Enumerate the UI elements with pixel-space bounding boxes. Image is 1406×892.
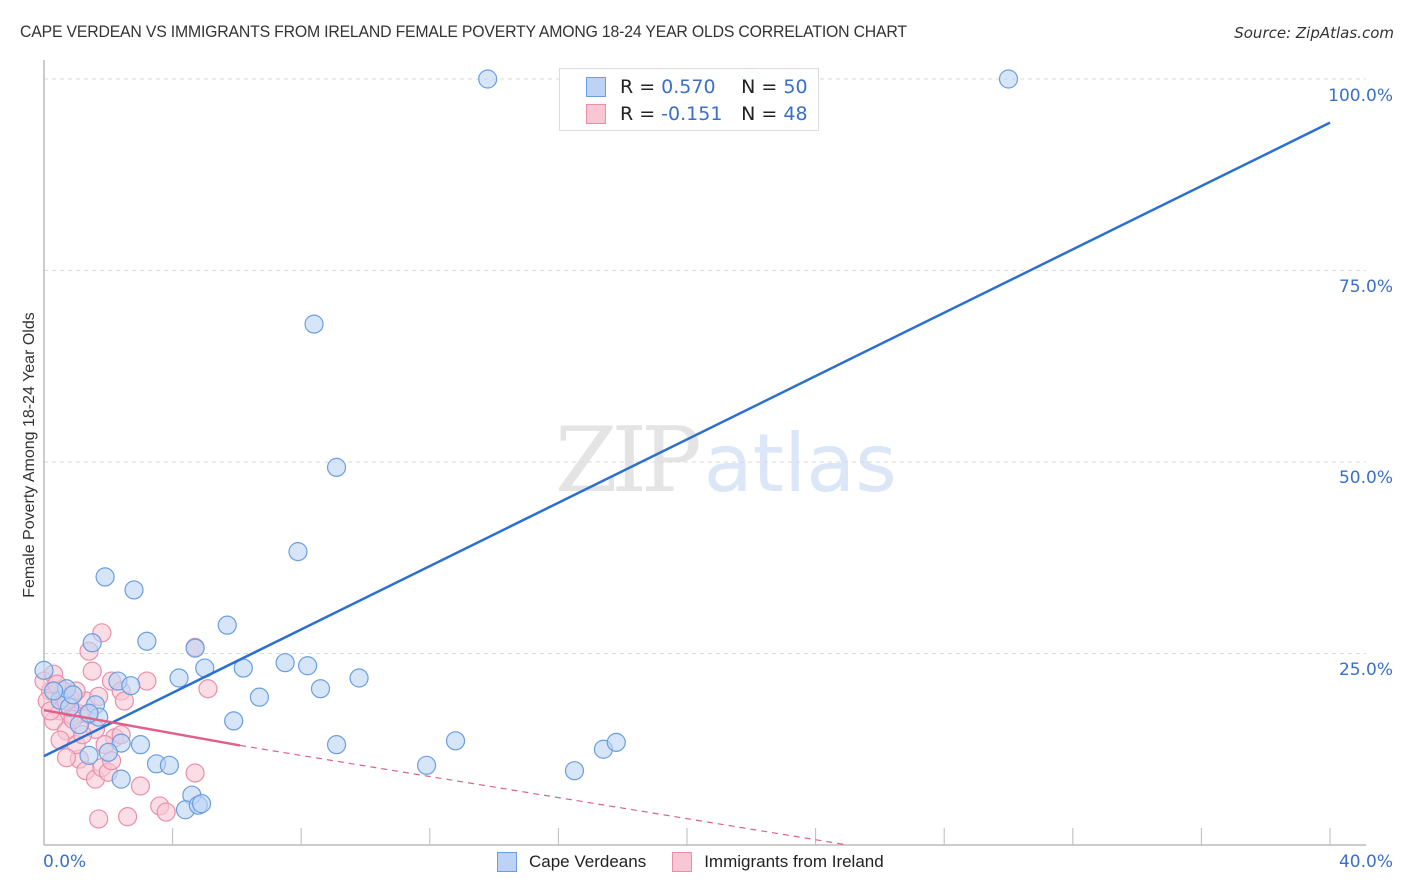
x-tick-0: 0.0% bbox=[43, 852, 87, 872]
data-point bbox=[606, 732, 626, 752]
r-value: -0.151 bbox=[661, 103, 723, 125]
y-tick-75: 75.0% bbox=[1338, 277, 1393, 297]
data-point bbox=[191, 794, 212, 814]
data-point bbox=[298, 656, 318, 676]
legend-label: Cape Verdeans bbox=[529, 852, 647, 871]
legend-item-cape-verdeans[interactable]: Cape Verdeans bbox=[497, 852, 646, 872]
n-value: 50 bbox=[783, 76, 808, 98]
data-point bbox=[304, 314, 324, 334]
gridlines bbox=[44, 78, 1366, 654]
series-legend: Cape Verdeans Immigrants from Ireland bbox=[497, 852, 910, 872]
data-point bbox=[217, 615, 237, 635]
data-point bbox=[121, 676, 141, 696]
series-cape-verdeans bbox=[34, 69, 1019, 820]
data-point bbox=[130, 735, 151, 755]
data-point bbox=[82, 661, 102, 681]
data-point bbox=[275, 653, 295, 673]
n-value: 48 bbox=[783, 103, 808, 125]
trend-lines bbox=[43, 121, 1331, 846]
data-point bbox=[34, 660, 54, 680]
n-label: N = bbox=[741, 103, 778, 125]
data-point bbox=[198, 679, 218, 699]
pink-swatch-icon bbox=[672, 852, 693, 872]
correlation-legend: R = 0.570 N = 50 R = -0.151 N = 48 bbox=[559, 68, 819, 131]
data-point bbox=[564, 761, 585, 781]
data-point bbox=[82, 633, 102, 653]
data-point bbox=[159, 755, 179, 775]
data-point bbox=[56, 748, 77, 768]
data-point bbox=[124, 580, 144, 600]
data-point bbox=[326, 457, 347, 477]
trendline-cape-verdeans bbox=[43, 121, 1331, 758]
trendline-ireland-extension bbox=[240, 744, 848, 846]
data-point bbox=[63, 685, 83, 705]
data-point bbox=[185, 638, 205, 658]
data-point bbox=[349, 668, 369, 688]
trendline-immigrants-from-ireland bbox=[43, 708, 241, 747]
r-value: 0.570 bbox=[661, 76, 716, 98]
data-point bbox=[111, 769, 131, 789]
data-point bbox=[137, 631, 157, 651]
data-point bbox=[288, 542, 308, 562]
data-point bbox=[89, 809, 109, 829]
data-point bbox=[130, 776, 151, 796]
source-label: Source: ZipAtlas.com bbox=[1234, 24, 1394, 42]
data-point bbox=[44, 681, 64, 701]
data-point bbox=[416, 755, 437, 775]
r-label: R = bbox=[620, 103, 656, 125]
data-point bbox=[445, 731, 466, 751]
y-tick-100: 100.0% bbox=[1328, 86, 1393, 106]
data-point bbox=[326, 735, 347, 755]
watermark-zip: ZIP bbox=[555, 408, 702, 513]
legend-row-immigrants-from-ireland: R = -0.151 N = 48 bbox=[586, 102, 808, 126]
y-tick-50: 50.0% bbox=[1338, 468, 1393, 488]
data-point bbox=[79, 745, 99, 765]
pink-swatch-icon bbox=[586, 104, 606, 124]
watermark: ZIP atlas bbox=[555, 408, 897, 513]
data-point bbox=[156, 802, 176, 822]
axes bbox=[43, 60, 1366, 846]
n-label: N = bbox=[741, 76, 778, 98]
x-tick-40: 40.0% bbox=[1338, 852, 1393, 872]
legend-row-cape-verdeans: R = 0.570 N = 50 bbox=[586, 75, 808, 99]
data-point bbox=[249, 687, 270, 707]
data-point bbox=[185, 763, 205, 783]
r-label: R = bbox=[620, 76, 656, 98]
data-point bbox=[98, 742, 118, 762]
y-axis-label: Female Poverty Among 18-24 Year Olds bbox=[21, 312, 38, 598]
data-point bbox=[310, 679, 331, 699]
data-point bbox=[169, 668, 189, 688]
watermark-atlas: atlas bbox=[703, 417, 897, 510]
data-point bbox=[117, 807, 138, 827]
data-point bbox=[137, 671, 157, 691]
data-point bbox=[224, 711, 244, 731]
data-point bbox=[478, 69, 498, 89]
y-tick-25: 25.0% bbox=[1338, 660, 1393, 680]
blue-swatch-icon bbox=[586, 77, 606, 97]
data-point bbox=[95, 567, 115, 587]
blue-swatch-icon bbox=[497, 852, 517, 872]
data-point bbox=[998, 69, 1019, 89]
legend-item-immigrants-from-ireland[interactable]: Immigrants from Ireland bbox=[672, 852, 884, 872]
chart-title: CAPE VERDEAN VS IMMIGRANTS FROM IRELAND … bbox=[20, 22, 907, 41]
legend-label: Immigrants from Ireland bbox=[704, 852, 884, 871]
